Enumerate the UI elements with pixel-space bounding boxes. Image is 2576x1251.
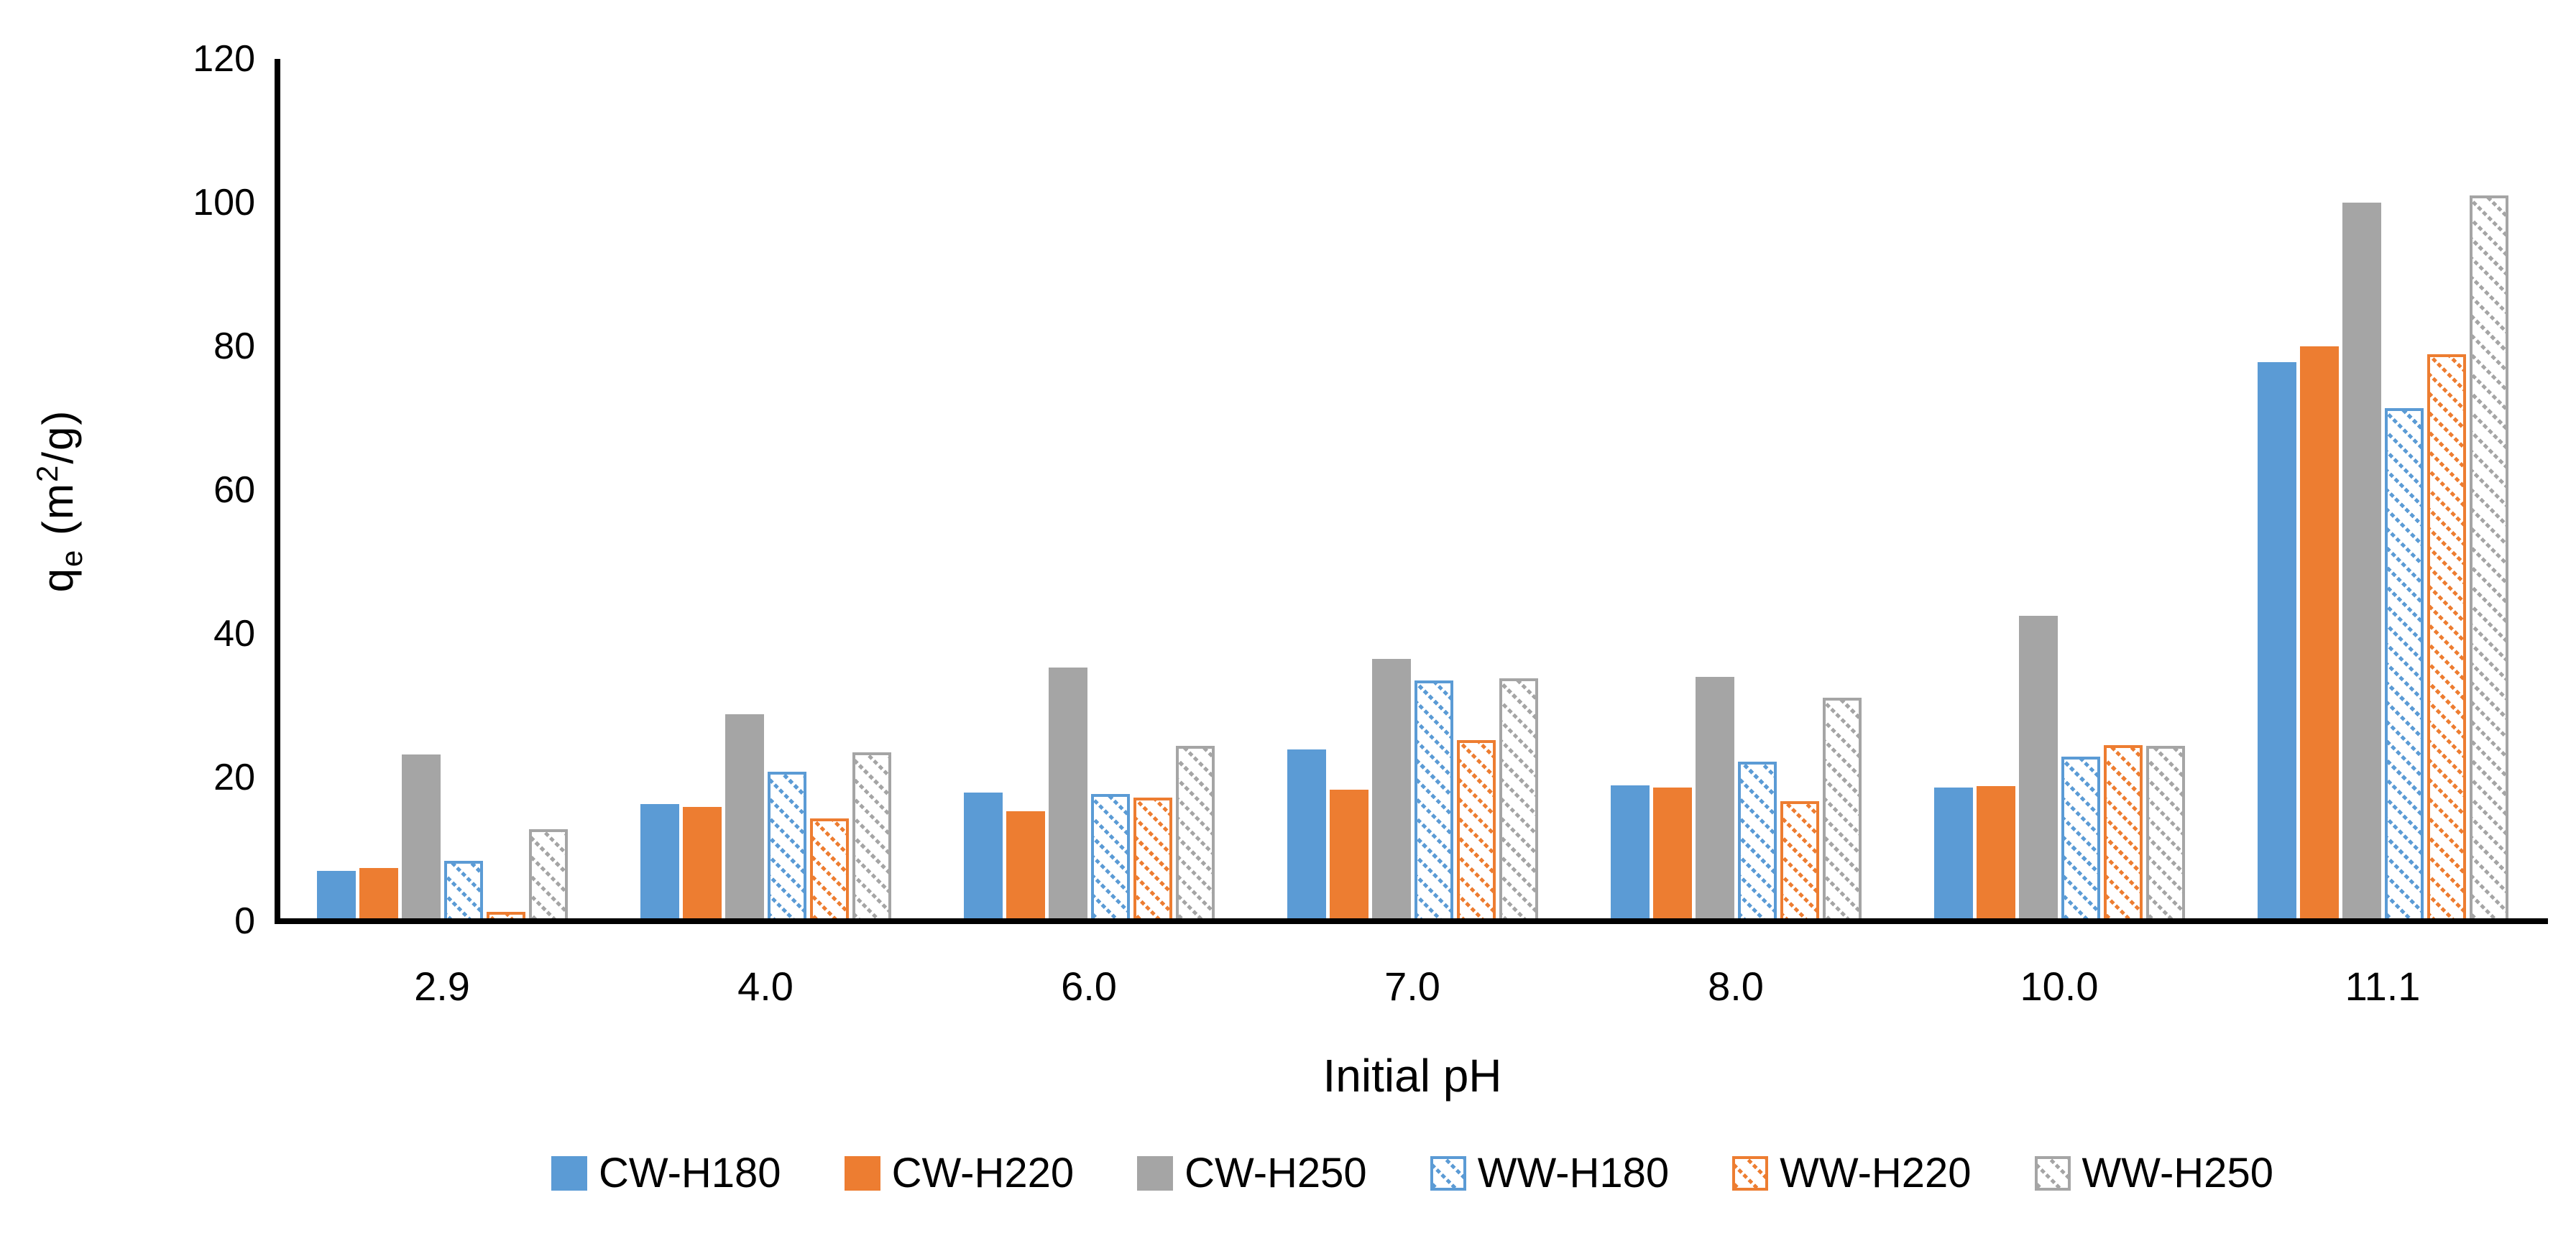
legend-swatch-WW-H220-hatched — [1732, 1156, 1769, 1191]
x-tick-label-6.0: 6.0 — [1061, 964, 1117, 1009]
y-axis-title-subscript: e — [55, 548, 88, 568]
bar-CW-H180-pH2.9 — [317, 871, 356, 921]
bar-CW-H180-pH6.0 — [964, 793, 1003, 921]
legend-swatch-WW-H250-hatched — [2034, 1156, 2071, 1191]
legend-label-WW-H180: WW-H180 — [1477, 1150, 1670, 1196]
legend-label-WW-H250: WW-H250 — [2082, 1150, 2273, 1196]
bar-CW-H250-pH11.1 — [2342, 203, 2381, 921]
bar-CW-H220-pH6.0 — [1006, 811, 1045, 921]
x-tick-label-4.0: 4.0 — [737, 964, 794, 1009]
x-tick-label-10.0: 10.0 — [2020, 964, 2099, 1009]
x-tick-label-8.0: 8.0 — [1708, 964, 1764, 1009]
bar-WW-H180-pH8.0 — [1738, 762, 1777, 921]
y-axis-title-superscript: 2 — [30, 463, 64, 483]
bar-CW-H250-pH2.9 — [402, 754, 441, 921]
bar-WW-H220-pH11.1 — [2427, 354, 2466, 921]
y-tick-label-80: 80 — [213, 326, 255, 367]
bar-WW-H250-pH10.0 — [2146, 746, 2185, 921]
bar-CW-H220-pH7.0 — [1330, 790, 1368, 921]
y-tick-label-0: 0 — [234, 900, 255, 942]
bar-CW-H180-pH10.0 — [1934, 788, 1973, 921]
legend-item-CW-H220: CW-H220 — [844, 1150, 1075, 1196]
legend-label-CW-H220: CW-H220 — [891, 1150, 1075, 1196]
bar-CW-H220-pH11.1 — [2300, 346, 2339, 921]
bar-WW-H220-pH6.0 — [1133, 798, 1172, 921]
y-axis-line — [275, 59, 280, 924]
bar-WW-H180-pH11.1 — [2385, 408, 2424, 921]
bar-CW-H250-pH8.0 — [1696, 677, 1734, 921]
legend-swatch-CW-H180-solid — [551, 1156, 588, 1191]
bar-CW-H180-pH8.0 — [1611, 785, 1650, 921]
bar-CW-H250-pH7.0 — [1372, 659, 1411, 921]
y-axis-title-end: /g) — [34, 409, 82, 464]
bar-CW-H220-pH10.0 — [1977, 786, 2015, 921]
legend-label-CW-H180: CW-H180 — [599, 1150, 781, 1196]
x-axis-title: Initial pH — [1322, 1050, 1502, 1102]
bar-CW-H220-pH8.0 — [1653, 788, 1692, 921]
y-tick-label-40: 40 — [213, 613, 255, 655]
bar-CW-H250-pH4.0 — [725, 714, 764, 921]
bar-CW-H180-pH11.1 — [2258, 362, 2296, 921]
bar-WW-H250-pH4.0 — [852, 752, 891, 921]
bar-CW-H250-pH10.0 — [2019, 616, 2058, 921]
bar-WW-H220-pH8.0 — [1780, 801, 1819, 921]
y-tick-label-60: 60 — [213, 469, 255, 511]
y-axis-title-base: q — [34, 567, 82, 593]
legend-item-WW-H180: WW-H180 — [1430, 1153, 1669, 1194]
bar-CW-H220-pH2.9 — [359, 868, 398, 921]
x-tick-label-7.0: 7.0 — [1384, 964, 1440, 1009]
bar-WW-H220-pH10.0 — [2104, 745, 2143, 921]
bar-WW-H180-pH4.0 — [768, 772, 806, 921]
legend: CW-H180 CW-H220 CW-H250 WW-H180 WW-H220 WW-H2… — [280, 1141, 2544, 1206]
y-tick-label-120: 120 — [193, 38, 255, 80]
bar-WW-H180-pH6.0 — [1091, 794, 1130, 921]
bar-CW-H180-pH4.0 — [640, 804, 679, 921]
legend-item-WW-H220: WW-H220 — [1732, 1150, 1972, 1196]
bar-CW-H250-pH6.0 — [1049, 668, 1087, 921]
bar-WW-H250-pH6.0 — [1176, 746, 1215, 921]
legend-swatch-CW-H220-solid — [844, 1156, 880, 1191]
bar-CW-H220-pH4.0 — [683, 807, 722, 921]
legend-item-CW-H180: CW-H180 — [551, 1153, 781, 1194]
legend-item-CW-H250: CW-H250 — [1137, 1153, 1367, 1194]
legend-item-WW-H250: WW-H250 — [2034, 1150, 2273, 1196]
y-axis-title-mid: (m — [34, 482, 82, 549]
bar-WW-H250-pH2.9 — [529, 829, 568, 921]
x-axis-line — [275, 918, 2548, 924]
bar-WW-H220-pH7.0 — [1457, 740, 1496, 921]
legend-swatch-WW-H180-hatched — [1430, 1156, 1466, 1191]
bar-WW-H220-pH4.0 — [810, 818, 849, 921]
bar-WW-H180-pH2.9 — [444, 861, 483, 921]
bar-CW-H180-pH7.0 — [1287, 749, 1326, 921]
legend-label-WW-H220: WW-H220 — [1780, 1150, 1972, 1196]
legend-label-CW-H250: CW-H250 — [1184, 1150, 1367, 1196]
bar-WW-H180-pH7.0 — [1414, 680, 1453, 921]
x-tick-label-2.9: 2.9 — [414, 964, 470, 1009]
bar-WW-H180-pH10.0 — [2061, 757, 2100, 921]
bar-WW-H250-pH11.1 — [2470, 195, 2508, 921]
bar-WW-H250-pH7.0 — [1499, 678, 1538, 921]
x-tick-label-11.1: 11.1 — [2345, 964, 2421, 1009]
y-tick-label-100: 100 — [193, 182, 255, 223]
bar-WW-H250-pH8.0 — [1823, 698, 1862, 921]
y-axis-title: qe (m2/g) — [19, 271, 88, 731]
legend-swatch-CW-H250-solid — [1137, 1156, 1174, 1191]
y-tick-label-20: 20 — [213, 757, 255, 798]
